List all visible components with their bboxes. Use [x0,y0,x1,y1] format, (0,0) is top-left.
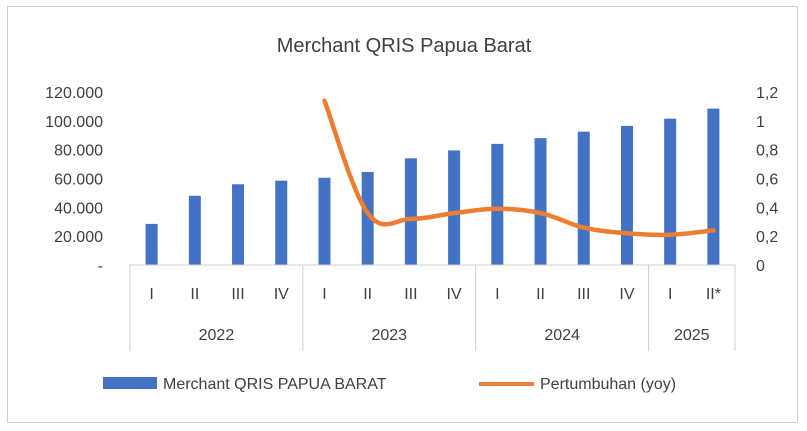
quarter-label: III [231,286,244,303]
year-label: 2025 [674,327,710,344]
quarter-label: I [149,286,153,303]
quarter-label: IV [447,286,462,303]
bar [232,184,245,265]
left-tick-label: 100.000 [45,114,103,131]
right-tick-label: 1 [756,114,765,131]
quarter-label: II [190,286,199,303]
line-series [322,98,716,238]
right-tick-label: 0,6 [756,172,778,189]
bar-series [145,108,720,266]
chart-title: Merchant QRIS Papua Barat [277,35,532,57]
quarter-label: IV [619,286,634,303]
bar [534,138,547,265]
legend-swatch-merchant [103,377,157,389]
right-tick-label: 0,4 [756,200,778,217]
bar [188,195,201,265]
left-tick-label: 80.000 [54,143,103,160]
quarter-label: II* [706,286,721,303]
right-tick-label: 0,8 [756,143,778,160]
legend-label-merchant: Merchant QRIS PAPUA BARAT [163,376,387,393]
bar [275,180,288,265]
x-axis: I II III IV I II III IV I II III IV I II*2022 2023 2024… [129,264,736,351]
right-tick-label: 0,2 [756,229,778,246]
quarter-label: IV [274,286,289,303]
quarter-label: II [363,286,372,303]
bar [620,125,633,265]
year-label: 2023 [371,327,407,344]
right-tick-label: 1,2 [756,85,778,102]
left-tick-label: 20.000 [54,229,103,246]
quarter-label: I [322,286,326,303]
quarter-label: III [577,286,590,303]
year-label: 2022 [199,327,235,344]
left-axis: - 20.000 40.000 60.000 80.000 100.000 120.000 [45,85,103,275]
bar [707,108,720,266]
quarter-label: II [536,286,545,303]
quarter-label: I [668,286,672,303]
bar [577,131,590,265]
quarter-label: III [404,286,417,303]
left-tick-label: - [98,258,103,275]
bar [448,150,461,265]
growth-line [322,98,716,238]
left-tick-label: 60.000 [54,172,103,189]
left-tick-label: 40.000 [54,200,103,217]
bar [361,172,374,265]
right-tick-label: 0 [756,258,765,275]
quarter-label: I [495,286,499,303]
legend-label-growth: Pertumbuhan (yoy) [540,376,676,393]
legend: Merchant QRIS PAPUA BARAT Pertumbuhan (y… [103,376,676,393]
bar [491,143,504,265]
bar [145,223,158,265]
right-axis: 0 0,2 0,4 0,6 0,8 1 1,2 [756,85,778,275]
year-label: 2024 [544,327,580,344]
bar [664,118,677,265]
bar [318,177,331,265]
bar [404,158,417,265]
left-tick-label: 120.000 [45,85,103,102]
